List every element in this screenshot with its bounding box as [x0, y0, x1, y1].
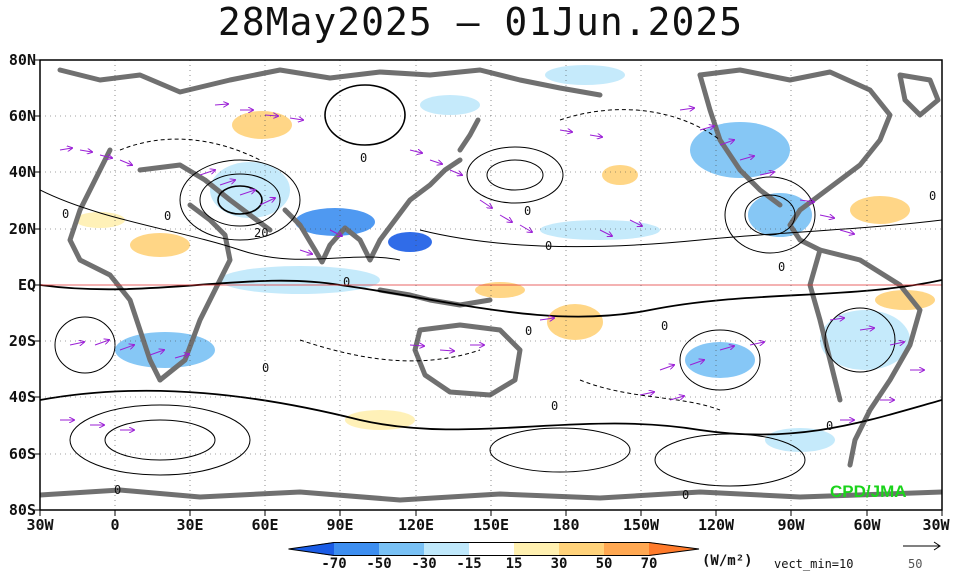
lon-label-90e: 90E	[326, 516, 354, 534]
colorbar-swatch	[424, 542, 469, 556]
lon-label-60e: 60E	[251, 516, 279, 534]
lon-label-150e: 150E	[472, 516, 510, 534]
colorbar-swatch	[379, 542, 424, 556]
contour-label: 0	[164, 209, 171, 223]
colorbar-swatch	[649, 542, 699, 556]
lat-label-40s: 40S	[8, 388, 36, 406]
contour-label: 0	[682, 488, 689, 502]
lat-label-60s: 60S	[8, 445, 36, 463]
lat-label-60n: 60N	[8, 107, 36, 125]
colorbar-label: 70	[640, 556, 658, 572]
colorbar-label: -50	[366, 556, 392, 572]
colorbar-swatch	[514, 542, 559, 556]
axis-ticks	[34, 59, 943, 516]
colorbar-label: -15	[456, 556, 482, 572]
reference-vector-value: 50	[908, 557, 923, 571]
contour-label: 0	[360, 151, 367, 165]
lon-label-180: 180	[552, 516, 580, 534]
colorbar-label: 30	[550, 556, 568, 572]
contour-label: 0	[525, 324, 532, 338]
contour-label: 0	[114, 483, 121, 497]
vector-min-label: vect_min=10	[774, 557, 854, 571]
colorbar-units: (W/m²)	[702, 553, 753, 569]
lon-label-120e: 120E	[397, 516, 435, 534]
lat-label-20s: 20S	[8, 332, 36, 350]
lat-label-80s: 80S	[8, 501, 36, 519]
lon-label-60w: 60W	[853, 516, 881, 534]
lon-label-30w: 30W	[26, 516, 54, 534]
contour-labels: 0 0 0 0 0 0 0 0 0 0 0 0 0 0 20 0	[62, 151, 936, 502]
anomaly-shading	[75, 65, 935, 452]
contour-label: 0	[524, 204, 531, 218]
lon-label-150w: 150W	[622, 516, 660, 534]
colorbar-label: -70	[321, 556, 347, 572]
contour-label: 20	[254, 226, 268, 240]
lat-label-40n: 40N	[8, 163, 36, 181]
lon-label-0: 0	[110, 516, 120, 534]
figure-title: 28May2025 – 01Jun.2025	[217, 0, 744, 44]
colorbar-label: -30	[411, 556, 437, 572]
contour-label: 0	[262, 361, 269, 375]
colorbar-swatch	[469, 542, 514, 556]
colorbar-label: 50	[595, 556, 613, 572]
colorbar-swatch	[559, 542, 604, 556]
contour-label: 0	[778, 260, 785, 274]
lon-label-120w: 120W	[697, 516, 735, 534]
colorbar-swatch	[288, 542, 334, 556]
lat-label-20n: 20N	[8, 220, 36, 238]
lat-label-eq: EQ	[17, 276, 36, 294]
colorbar-swatch	[334, 542, 379, 556]
contour-label: 0	[661, 319, 668, 333]
colorbar-label: 15	[505, 556, 523, 572]
contour-label: 0	[826, 419, 833, 433]
lat-label-80n: 80N	[8, 51, 36, 69]
lon-label-30w-east: 30W	[922, 516, 950, 534]
grid	[40, 60, 942, 510]
contour-label: 0	[929, 189, 936, 203]
contour-label: 0	[343, 275, 350, 289]
contour-label: 0	[551, 399, 558, 413]
contour-label: 0	[62, 207, 69, 221]
lon-label-90w: 90W	[777, 516, 805, 534]
credit-text: CPD/JMA	[830, 482, 907, 501]
contour-label: 0	[545, 239, 552, 253]
colorbar	[288, 542, 700, 556]
colorbar-swatch	[604, 542, 649, 556]
reference-vector-arrow-icon	[903, 541, 941, 551]
lon-label-30e: 30E	[176, 516, 204, 534]
